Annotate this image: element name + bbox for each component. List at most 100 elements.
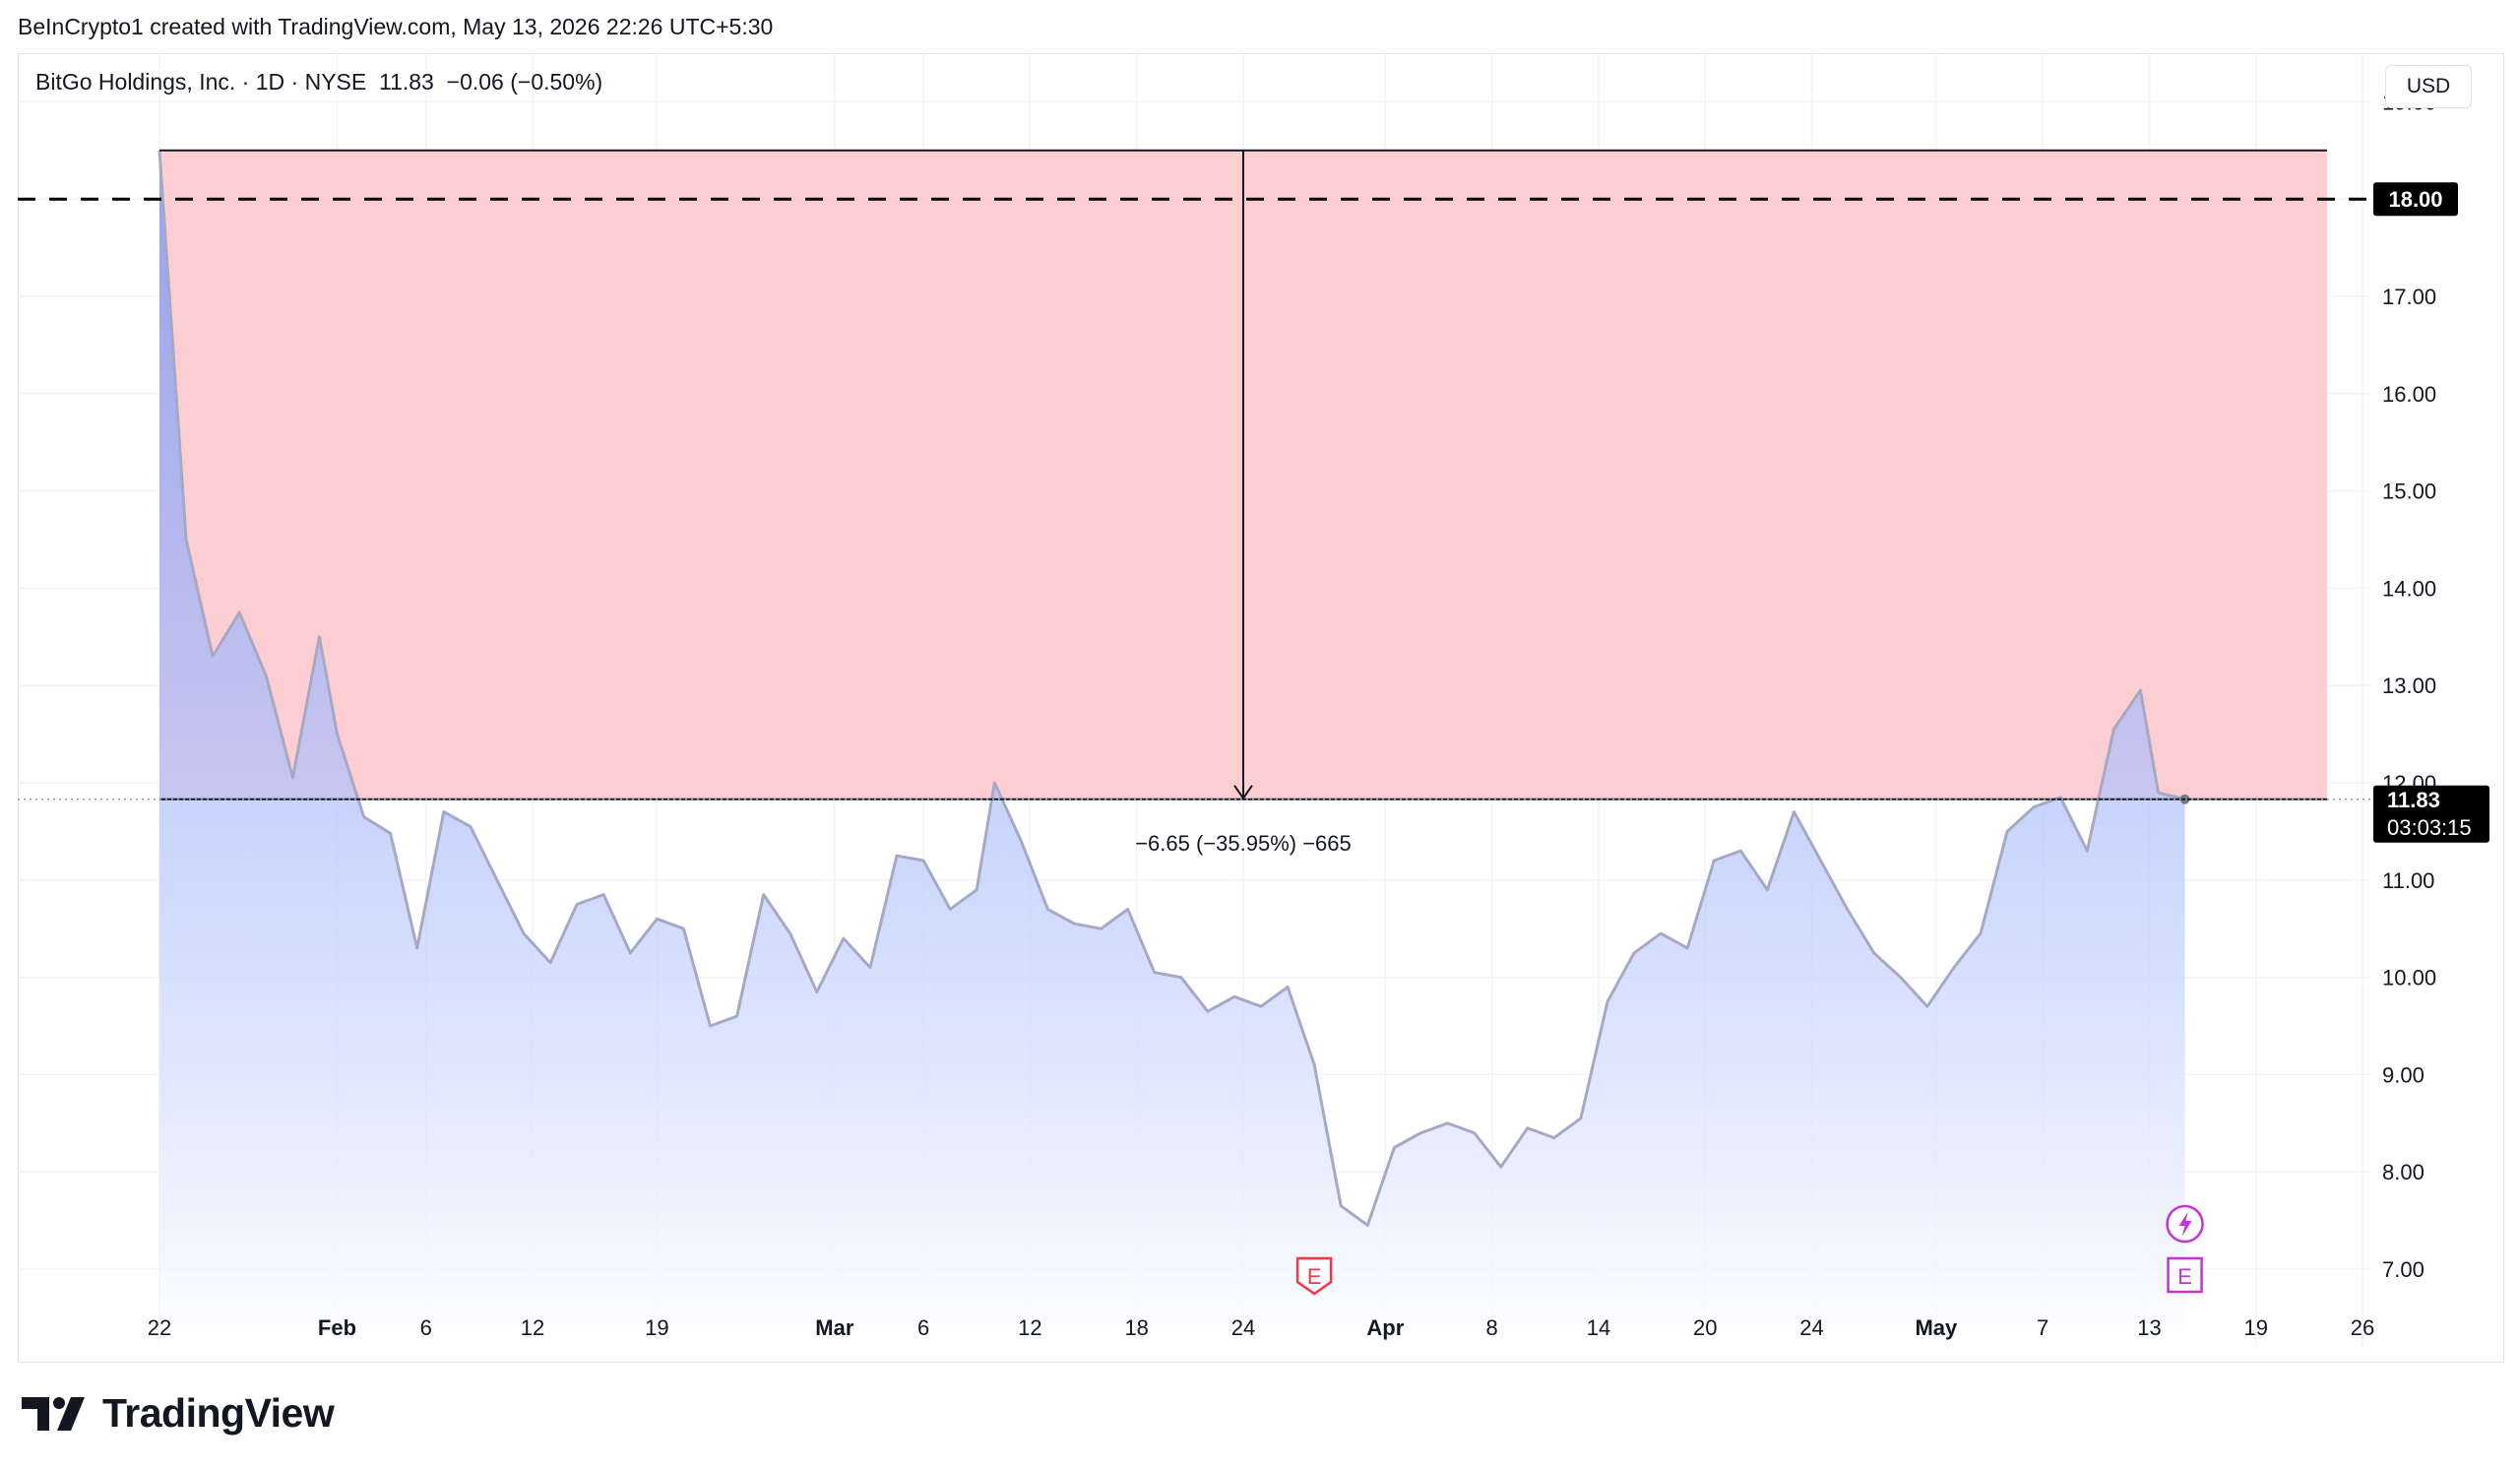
price-point [683, 928, 684, 929]
price-axis[interactable]: 7.008.009.0010.0011.0012.0013.0014.0015.… [2373, 90, 2489, 1282]
price-point [1474, 1132, 1475, 1133]
price-point [603, 894, 604, 895]
price-point [869, 967, 870, 968]
price-point [630, 952, 631, 953]
price-point [2087, 851, 2088, 852]
price-point [239, 612, 240, 613]
x-tick-label: 22 [148, 1315, 171, 1340]
price-point [657, 919, 658, 920]
price-point [1341, 1205, 1342, 1206]
price-point [1047, 909, 1048, 910]
y-tick-label: 8.00 [2382, 1160, 2425, 1184]
currency-button[interactable]: USD [2385, 65, 2472, 108]
earnings-marker[interactable]: E [1295, 1256, 1333, 1296]
price-point [2158, 792, 2159, 793]
y-tick-label: 16.00 [2382, 382, 2436, 407]
price-point [763, 894, 764, 895]
chart-author-header: BeInCrypto1 created with TradingView.com… [18, 14, 774, 39]
price-point [994, 782, 995, 783]
price-range-label: −6.65 (−35.95%) −665 [1135, 831, 1352, 856]
price-point [1606, 1001, 1607, 1002]
symbol-legend[interactable]: BitGo Holdings, Inc. · 1D · NYSE 11.83 −… [35, 69, 603, 95]
price-point [1288, 987, 1289, 988]
lightning-icon [2178, 1212, 2192, 1237]
x-tick-label: Apr [1366, 1315, 1404, 1340]
price-point [1847, 909, 1848, 910]
tradingview-logo-icon [22, 1396, 85, 1431]
price-point [1394, 1147, 1395, 1148]
price-point [1900, 977, 1901, 978]
x-tick-label: 19 [645, 1315, 668, 1340]
x-tick-label: 13 [2137, 1315, 2161, 1340]
earnings-marker[interactable]: E [2167, 1256, 2203, 1294]
x-tick-label: 18 [1124, 1315, 1148, 1340]
legend-interval: 1D [255, 69, 285, 95]
price-point [292, 778, 293, 779]
earnings-icon [1295, 1256, 1333, 1296]
earnings-icon [2167, 1256, 2203, 1294]
current-price-label: 11.83 [2387, 788, 2440, 812]
x-tick-label: 24 [1231, 1315, 1255, 1340]
x-tick-label: 12 [1018, 1315, 1041, 1340]
price-point [1981, 933, 1982, 934]
price-point [1127, 909, 1128, 910]
price-point [1580, 1118, 1581, 1119]
x-tick-label: Mar [815, 1315, 854, 1340]
price-point [923, 861, 924, 862]
price-point [496, 879, 497, 880]
y-tick-label: 15.00 [2382, 480, 2436, 504]
range-arrow-head [1233, 785, 1253, 800]
price-point [390, 833, 391, 834]
price-point [524, 933, 525, 934]
event-marker[interactable] [2166, 1204, 2204, 1244]
price-point [1233, 996, 1234, 997]
price-line[interactable] [158, 150, 2185, 1227]
price-point [1767, 889, 1768, 890]
y-tick-label: 9.00 [2382, 1062, 2425, 1087]
price-point [1367, 1225, 1368, 1226]
price-point [1447, 1122, 1448, 1123]
price-point [2113, 729, 2114, 730]
price-point [976, 889, 977, 890]
earnings-marker-label: E [2177, 1264, 2192, 1289]
y-tick-label: 14.00 [2382, 576, 2436, 601]
price-point [1926, 1006, 1927, 1007]
x-tick-label: 26 [2351, 1315, 2374, 1340]
price-point [843, 938, 844, 939]
y-tick-label: 10.00 [2382, 966, 2436, 991]
tradingview-brand[interactable]: TradingView [22, 1390, 335, 1437]
price-point [1740, 851, 1741, 852]
x-tick-label: 24 [1799, 1315, 1823, 1340]
tradingview-wordmark: TradingView [102, 1390, 335, 1436]
price-area-fill [159, 150, 2185, 1347]
price-point [1634, 952, 1635, 953]
price-point [816, 991, 817, 992]
price-point [443, 811, 444, 812]
price-point [1420, 1132, 1421, 1133]
price-point [2034, 806, 2035, 807]
legend-exchange: NYSE [304, 69, 367, 95]
countdown-label: 03:03:15 [2387, 815, 2472, 840]
time-axis[interactable]: 22 Feb 6 12 19 Mar 6 12 18 24 Apr 8 14 20 24 May 7 13 19 26 [148, 1315, 2375, 1340]
price-point [1180, 977, 1181, 978]
price-point [213, 656, 214, 657]
price-point [416, 947, 417, 948]
price-point [1794, 811, 1795, 812]
horizontal-line-label: 18.00 [2388, 187, 2442, 212]
price-point [710, 1025, 711, 1026]
price-point [1553, 1137, 1554, 1138]
price-point [266, 675, 267, 676]
price-point [897, 856, 898, 857]
price-point [319, 636, 320, 637]
price-point [2060, 797, 2061, 798]
price-point [186, 539, 187, 540]
x-tick-label: 6 [420, 1315, 432, 1340]
price-point [1953, 967, 1954, 968]
price-point [1714, 861, 1715, 862]
price-point [2007, 831, 2008, 832]
price-point [1873, 952, 1874, 953]
price-point [1207, 1011, 1208, 1012]
x-tick-label: 20 [1693, 1315, 1717, 1340]
legend-symbol: BitGo Holdings, Inc. [35, 69, 236, 95]
